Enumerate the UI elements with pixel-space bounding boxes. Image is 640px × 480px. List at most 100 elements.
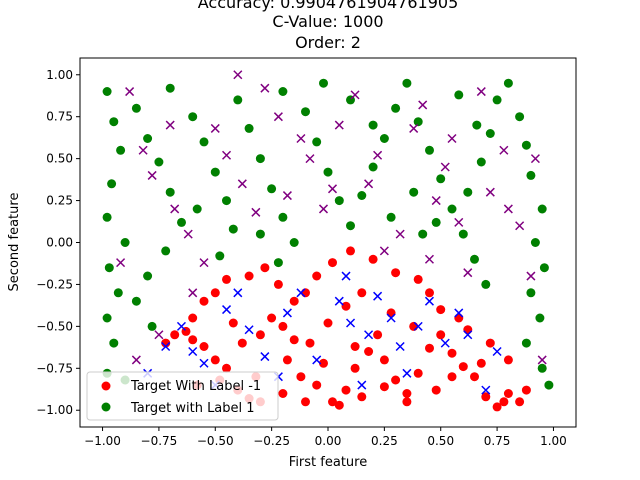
x-tick-label-1: −0.75: [141, 434, 178, 448]
series-1-point-56: [476, 157, 486, 167]
series-3-x-marker-18: [373, 150, 383, 160]
series-0-point-31: [481, 392, 491, 402]
series-3-x-marker-40: [327, 184, 338, 194]
legend-box: [86, 371, 279, 421]
series-1-point-35: [273, 258, 283, 268]
series-3-x-marker-31: [530, 154, 540, 164]
series-3-x-marker-21: [418, 100, 428, 110]
series-1-point-60: [515, 112, 525, 122]
series-0-point-29: [458, 362, 468, 372]
series-0-point-62: [357, 392, 367, 402]
series-3-x-marker-25: [463, 268, 473, 278]
series-3-x-marker-3: [170, 204, 180, 214]
series-3-x-marker-11: [273, 112, 283, 122]
series-1-point-32: [267, 184, 277, 194]
series-1-point-50: [436, 174, 446, 184]
series-2-x-marker-9: [282, 308, 292, 318]
series-1-point-39: [312, 137, 322, 147]
series-3-x-marker-36: [165, 120, 175, 130]
series-0-point-53: [188, 313, 198, 323]
series-1-point-48: [413, 117, 423, 127]
series-1-point-43: [357, 191, 367, 200]
series-3-x-marker-30: [526, 271, 536, 281]
series-3-x-marker-28: [499, 145, 509, 155]
series-1-point-76: [454, 90, 464, 100]
series-2-x-marker-22: [463, 330, 473, 340]
series-1-point-36: [255, 229, 265, 239]
series-2-x-marker-1: [161, 341, 171, 352]
series-3-x-marker-6: [210, 123, 220, 133]
series-1-point-44: [368, 162, 378, 172]
x-tick-label-2: −0.50: [197, 434, 234, 448]
series-3-x-marker-0: [125, 87, 135, 97]
series-0-point-4: [222, 363, 231, 373]
series-0-point-55: [161, 338, 171, 348]
series-1-point-73: [368, 120, 378, 130]
series-0-point-37: [436, 305, 446, 315]
series-1-point-54: [481, 279, 491, 289]
series-3-x-marker-34: [131, 355, 141, 365]
series-0-point-19: [350, 363, 360, 373]
series-2-x-marker-11: [312, 355, 322, 365]
series-1-point-52: [458, 229, 468, 239]
series-0-point-70: [499, 397, 509, 407]
series-0-point-75: [357, 288, 367, 298]
series-0-point-24: [402, 389, 412, 398]
series-0-point-13: [289, 335, 299, 345]
series-0-point-20: [364, 347, 374, 356]
y-tick-label-4: 0.00: [46, 236, 73, 250]
series-3-x-marker-7: [222, 150, 232, 160]
series-0-point-35: [463, 325, 473, 335]
series-3-x-marker-39: [379, 246, 389, 256]
series-1-point-67: [535, 313, 545, 323]
x-tick-label-6: 0.50: [427, 434, 454, 448]
series-0-point-78: [319, 358, 328, 368]
series-0-point-46: [289, 296, 299, 306]
series-1-point-29: [233, 95, 243, 105]
series-0-point-54: [170, 330, 180, 340]
series-0-point-66: [447, 372, 457, 382]
series-3-x-marker-4: [183, 229, 193, 239]
series-1-point-26: [228, 224, 238, 234]
series-1-point-77: [472, 120, 482, 130]
series-0-point-10: [255, 330, 265, 340]
series-0-point-60: [301, 397, 310, 407]
series-3-x-marker-12: [282, 191, 292, 201]
x-tick-label-8: 1.00: [540, 434, 567, 448]
series-1-point-57: [485, 129, 495, 138]
series-1-point-46: [391, 103, 401, 113]
series-0-point-50: [222, 274, 231, 284]
series-0-point-33: [503, 389, 513, 398]
series-1-point-78: [418, 229, 428, 239]
series-1-point-75: [431, 217, 441, 227]
series-1-point-70: [544, 380, 554, 390]
series-1-point-53: [470, 254, 479, 264]
series-2-x-marker-3: [188, 346, 198, 357]
series-0-point-51: [210, 288, 220, 298]
series-3-x-marker-22: [431, 196, 441, 206]
series-0-point-12: [278, 321, 288, 331]
series-0-point-17: [328, 397, 337, 407]
series-0-point-14: [282, 355, 292, 365]
series-0-point-48: [260, 263, 270, 273]
series-0-point-71: [521, 385, 531, 395]
series-1-point-23: [199, 137, 209, 147]
series-0-point-69: [503, 355, 513, 365]
series-0-point-2: [199, 342, 209, 351]
series-2-x-marker-26: [481, 385, 491, 395]
series-0-point-25: [413, 368, 423, 378]
series-1-point-47: [402, 78, 412, 88]
series-2-x-marker-6: [222, 305, 232, 315]
series-0-point-1: [188, 335, 198, 345]
series-3-x-marker-10: [260, 83, 270, 93]
series-1-point-0: [102, 87, 112, 96]
series-0-point-64: [402, 397, 412, 407]
series-1-point-31: [255, 154, 265, 164]
series-0-point-44: [312, 271, 322, 281]
series-1-point-65: [539, 263, 549, 273]
series-2-x-marker-4: [199, 358, 209, 368]
series-3-x-marker-19: [395, 229, 405, 239]
series-0-point-72: [305, 338, 315, 348]
series-3-x-marker-33: [116, 258, 126, 268]
series-1-point-9: [109, 338, 119, 348]
